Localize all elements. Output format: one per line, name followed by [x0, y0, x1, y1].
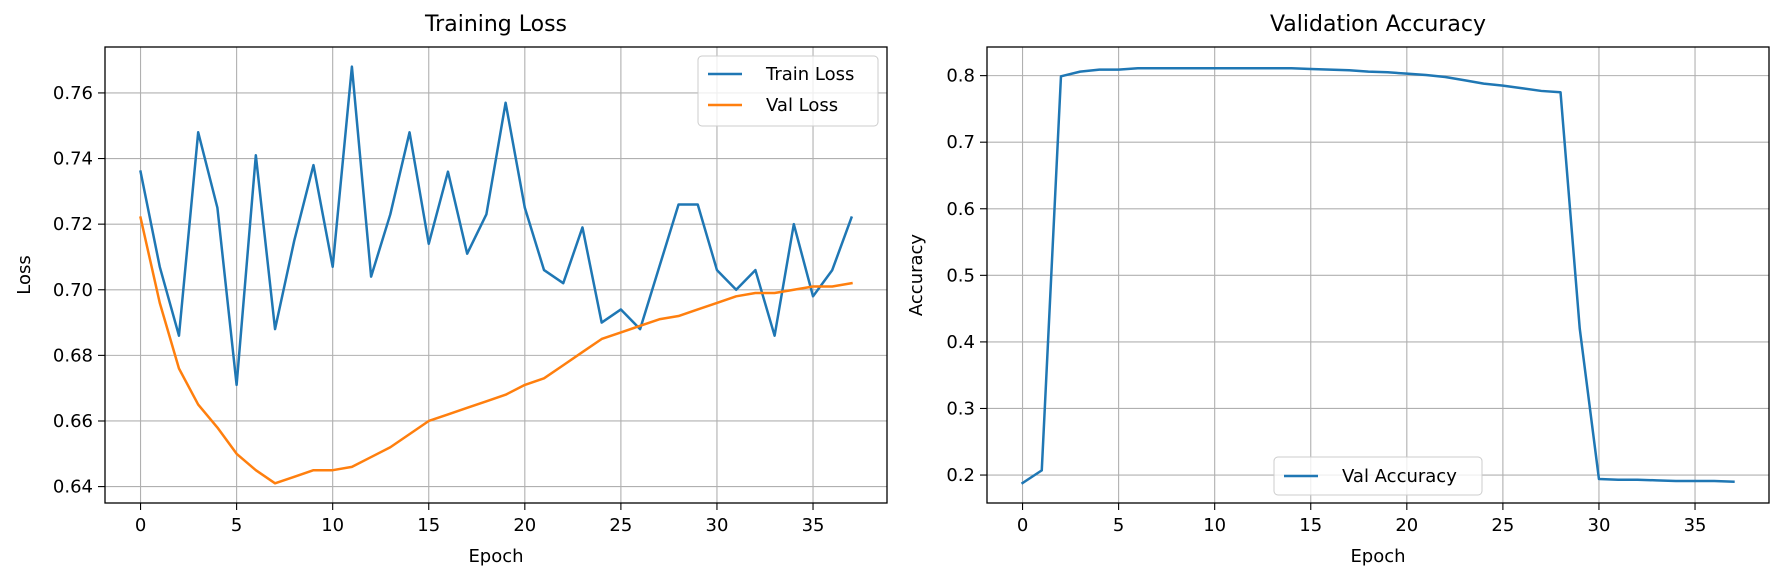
x-tick-label: 30: [1588, 515, 1611, 536]
x-tick-label: 10: [321, 515, 344, 536]
x-tick-label: 35: [1684, 515, 1707, 536]
x-tick-label: 20: [1395, 515, 1418, 536]
y-tick-label: 0.6: [946, 199, 975, 220]
y-tick-label: 0.7: [946, 132, 975, 153]
training-loss-panel: Training Loss 0 5 10 15 20 25 30 35 0.640.660.6…: [14, 12, 888, 567]
x-tick-label: 10: [1203, 515, 1226, 536]
y-axis: 0.64 0.66 0.68 0.70 0.72 0.74 0.76: [53, 83, 105, 498]
x-tick-label: 25: [1491, 515, 1514, 536]
y-tick-label: 0.5: [946, 265, 975, 286]
y-tick-label: 0.8: [946, 66, 975, 87]
series-line-train-loss: [139, 65, 854, 387]
y-tick-label: 0.68: [53, 345, 93, 366]
legend-label-val-loss: Val Loss: [766, 95, 838, 116]
x-tick-label: 35: [802, 515, 825, 536]
plot-frame: [104, 46, 888, 504]
x-tick-label: 15: [1299, 515, 1322, 536]
x-tick-label: 0: [1017, 515, 1028, 536]
x-tick-label: 15: [417, 515, 440, 536]
y-tick-label: 0.66: [53, 411, 93, 432]
x-tick-label: 5: [1113, 515, 1124, 536]
y-tick-label: 0.3: [946, 398, 975, 419]
y-tick-label: 0.64: [53, 477, 93, 498]
y-axis: 0.2 0.3 0.4 0.5 0.6 0.7 0.8: [946, 66, 987, 486]
y-axis-label: Loss: [14, 255, 35, 294]
x-axis-label: Epoch: [468, 546, 523, 567]
x-axis-label: Epoch: [1350, 546, 1405, 567]
series-line-val-accuracy: [1020, 67, 1735, 485]
y-tick-label: 0.2: [946, 465, 975, 486]
legend: Train Loss Val Loss: [697, 55, 879, 127]
y-tick-label: 0.72: [53, 214, 93, 235]
grid-lines: [987, 47, 1769, 503]
x-tick-label: 0: [135, 515, 146, 536]
x-axis: 0 5 10 15 20 25 30 35: [135, 503, 825, 536]
panel-title: Training Loss: [424, 12, 567, 37]
x-tick-label: 5: [231, 515, 242, 536]
y-tick-label: 0.76: [53, 83, 93, 104]
validation-accuracy-panel: Validation Accuracy 0 5 10 15 20 25 30 35 0.20.…: [906, 12, 1770, 567]
legend-box: [1273, 456, 1483, 496]
legend: Val Accuracy: [1273, 456, 1483, 496]
legend-box: [697, 55, 879, 127]
x-tick-label: 20: [513, 515, 536, 536]
legend-label-val-accuracy: Val Accuracy: [1342, 466, 1457, 487]
x-tick-label: 25: [609, 515, 632, 536]
panel-title: Validation Accuracy: [1270, 12, 1486, 37]
series-line-val-loss: [139, 216, 853, 485]
series-lines: [139, 65, 854, 485]
y-axis-label: Accuracy: [906, 234, 927, 317]
y-tick-label: 0.74: [53, 149, 93, 170]
y-tick-label: 0.70: [53, 280, 93, 301]
x-tick-label: 30: [706, 515, 729, 536]
series-lines: [1020, 67, 1735, 485]
legend-label-train-loss: Train Loss: [765, 64, 854, 85]
grid-lines: [105, 47, 887, 503]
y-tick-label: 0.4: [946, 332, 975, 353]
x-axis: 0 5 10 15 20 25 30 35: [1017, 503, 1707, 536]
